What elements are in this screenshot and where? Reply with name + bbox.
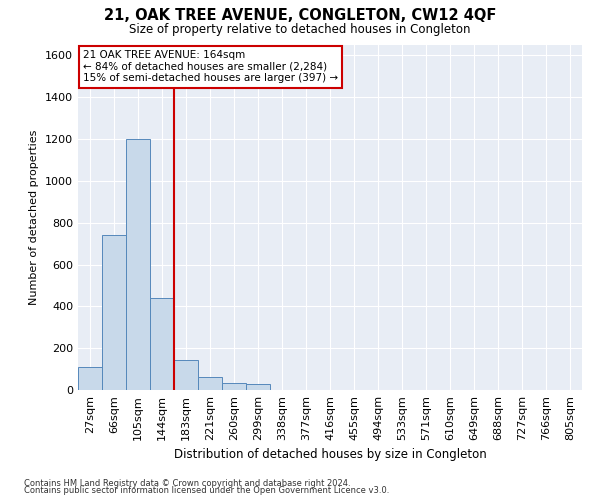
Bar [174, 360, 198, 390]
Y-axis label: Number of detached properties: Number of detached properties [29, 130, 40, 305]
Text: 21 OAK TREE AVENUE: 164sqm
← 84% of detached houses are smaller (2,284)
15% of s: 21 OAK TREE AVENUE: 164sqm ← 84% of deta… [83, 50, 338, 84]
Bar [198, 378, 222, 390]
Bar [222, 382, 246, 390]
Bar [78, 367, 102, 390]
Text: Size of property relative to detached houses in Congleton: Size of property relative to detached ho… [129, 22, 471, 36]
Bar [246, 384, 270, 390]
Text: Contains HM Land Registry data © Crown copyright and database right 2024.: Contains HM Land Registry data © Crown c… [24, 478, 350, 488]
X-axis label: Distribution of detached houses by size in Congleton: Distribution of detached houses by size … [173, 448, 487, 462]
Bar [150, 298, 174, 390]
Bar [126, 139, 150, 390]
Text: Contains public sector information licensed under the Open Government Licence v3: Contains public sector information licen… [24, 486, 389, 495]
Bar [102, 236, 126, 390]
Text: 21, OAK TREE AVENUE, CONGLETON, CW12 4QF: 21, OAK TREE AVENUE, CONGLETON, CW12 4QF [104, 8, 496, 22]
